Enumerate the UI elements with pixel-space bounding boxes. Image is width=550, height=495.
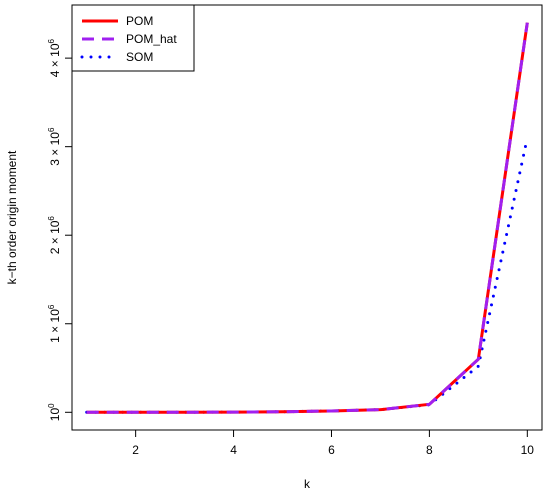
series-layer [85, 22, 529, 414]
y-tick-label: 100 [47, 403, 62, 421]
legend: POM POM_hat SOM [71, 4, 195, 72]
y-tick-label-base: 4 × 10 [48, 43, 62, 77]
y-tick-label-base: 2 × 10 [48, 220, 62, 254]
y-tick-label-exponent: 6 [47, 216, 56, 221]
x-tick-label: 4 [230, 443, 237, 457]
y-tick-label-base: 3 × 10 [48, 132, 62, 166]
plot-frame [71, 4, 543, 431]
y-tick-label: 2 × 106 [47, 216, 62, 255]
y-tick-label-base: 1 × 10 [48, 309, 62, 343]
legend-label: SOM [126, 50, 153, 64]
y-tick-label-exponent: 6 [47, 127, 56, 132]
y-axis-label: k−th order origin moment [5, 150, 19, 284]
y-tick-label-exponent: 6 [47, 39, 56, 44]
y-tick-label-exponent: 0 [47, 403, 56, 408]
x-tick-label: 8 [426, 443, 433, 457]
y-tick-label-exponent: 6 [47, 304, 56, 309]
y-tick-label: 4 × 106 [47, 39, 62, 78]
legend-label: POM_hat [126, 32, 177, 46]
x-axis-label: k [304, 477, 311, 491]
x-tick-label: 2 [132, 443, 139, 457]
y-tick-label: 3 × 106 [47, 127, 62, 166]
y-tick-label-base: 10 [48, 408, 62, 422]
y-tick-label: 1 × 106 [47, 304, 62, 343]
legend-label: POM [126, 14, 153, 28]
series-line-pom-hat [86, 22, 529, 414]
x-tick-label: 10 [521, 443, 535, 457]
x-tick-label: 6 [328, 443, 335, 457]
